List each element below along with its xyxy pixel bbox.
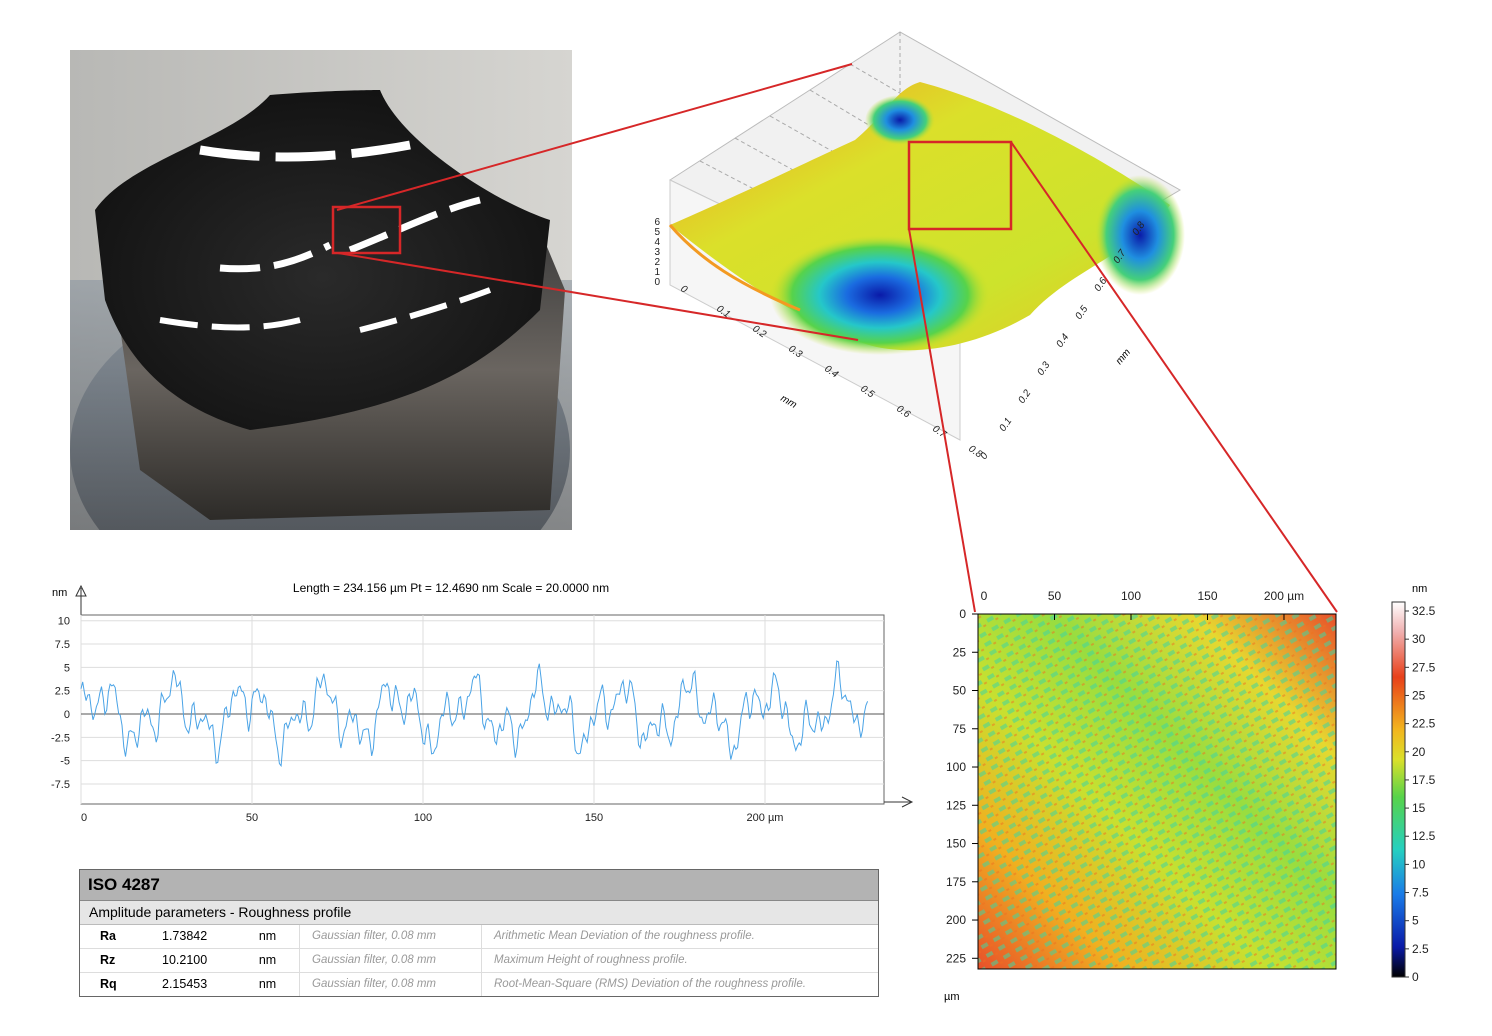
map-colorbar-tick: 20 xyxy=(1412,745,1426,759)
map-colorbar-tick: 15 xyxy=(1412,801,1426,815)
map-y-tick: 50 xyxy=(953,684,967,698)
height-map-colorbar: nm 32.5 30 27.5 25 22.5 20 17.5 15 12.5 10 7.5 5 2.5… xyxy=(1391,583,1436,984)
map-y-tick: 100 xyxy=(946,760,966,774)
map-colorbar-tick: 22.5 xyxy=(1412,717,1436,731)
surface-y-tick: 0.3 xyxy=(1035,360,1052,378)
profile-y-tick: -5 xyxy=(60,756,70,768)
table-row: Ra 1.73842 nm Gaussian filter, 0.08 mm A… xyxy=(80,925,878,949)
polished-mold-photo xyxy=(70,50,572,530)
param-filter: Gaussian filter, 0.08 mm xyxy=(300,925,482,948)
map-y-tick: 0 xyxy=(959,607,966,621)
map-x-tick: 50 xyxy=(1048,589,1062,603)
map-y-tick: 125 xyxy=(946,798,966,812)
map-y-tick: 75 xyxy=(953,722,967,736)
surface-z-tick: 5 xyxy=(654,227,660,238)
map-x-tick: 150 xyxy=(1197,589,1217,603)
map-y-tick: 150 xyxy=(946,837,966,851)
map-colorbar-tick: 30 xyxy=(1412,632,1426,646)
map-colorbar-tick: 27.5 xyxy=(1412,660,1436,674)
map-x-tick: 200 µm xyxy=(1264,589,1304,603)
profile-y-tick: 7.5 xyxy=(55,639,70,651)
profile-y-tick: 10 xyxy=(58,616,70,628)
map-colorbar-tick: 32.5 xyxy=(1412,604,1436,618)
map-colorbar-tick: 25 xyxy=(1412,688,1426,702)
table-row: Rz 10.2100 nm Gaussian filter, 0.08 mm M… xyxy=(80,949,878,973)
roughness-profile-chart: Length = 234.156 µm Pt = 12.4690 nm Scal… xyxy=(51,581,914,824)
param-unit: nm xyxy=(236,949,300,972)
map-y-tick: 200 xyxy=(946,913,966,927)
surface-z-tick: 3 xyxy=(654,247,660,258)
surface-z-tick: 4 xyxy=(654,237,660,248)
map-colorbar-tick: 7.5 xyxy=(1412,886,1429,900)
param-unit: nm xyxy=(236,973,300,996)
map-colorbar-tick: 2.5 xyxy=(1412,942,1429,956)
map-colorbar-tick: 12.5 xyxy=(1412,829,1436,843)
param-name: Ra xyxy=(100,929,116,943)
surface-y-tick: 0 xyxy=(978,450,990,461)
profile-x-tick: 150 xyxy=(585,812,603,824)
profile-y-unit: nm xyxy=(52,587,67,599)
table-title: ISO 4287 xyxy=(80,870,878,901)
surface-z-tick: 1 xyxy=(654,267,660,278)
profile-y-tick: -7.5 xyxy=(51,779,70,791)
surface-y-unit: mm xyxy=(1114,347,1133,367)
height-map-chart: 0 50 100 150 200 µm 0 25 50 75 100 125 150 175 200 22… xyxy=(944,589,1337,1003)
surface-y-tick: 0.1 xyxy=(997,416,1014,434)
param-desc: Arithmetic Mean Deviation of the roughne… xyxy=(494,930,755,942)
surface-z-tick: 6 xyxy=(654,217,660,228)
param-desc: Root-Mean-Square (RMS) Deviation of the … xyxy=(494,978,806,990)
iso-4287-table: ISO 4287 Amplitude parameters - Roughnes… xyxy=(79,869,879,997)
map-colorbar-tick: 0 xyxy=(1412,970,1419,984)
map-y-tick: 175 xyxy=(946,875,966,889)
profile-y-tick: 0 xyxy=(64,709,70,721)
surface-3d-plot: 00.10.20.30.40.50.60.70.8 00.10.20.30.40… xyxy=(654,31,1185,462)
param-desc: Maximum Height of roughness profile. xyxy=(494,954,688,966)
param-value: 2.15453 xyxy=(162,977,208,991)
param-filter: Gaussian filter, 0.08 mm xyxy=(300,973,482,996)
table-subtitle: Amplitude parameters - Roughness profile xyxy=(80,901,878,925)
param-value: 1.73842 xyxy=(162,929,208,943)
profile-x-tick: 0 xyxy=(81,812,87,824)
profile-y-tick: 2.5 xyxy=(55,686,70,698)
map-y-tick: 25 xyxy=(953,645,967,659)
param-name: Rz xyxy=(100,953,116,967)
map-x-tick: 0 xyxy=(981,589,988,603)
surface-y-tick: 0.5 xyxy=(1073,304,1090,322)
param-filter: Gaussian filter, 0.08 mm xyxy=(300,949,482,972)
map-colorbar-tick: 10 xyxy=(1412,857,1426,871)
profile-trace xyxy=(80,660,869,768)
profile-x-tick: 50 xyxy=(246,812,258,824)
profile-x-tick: 100 xyxy=(414,812,432,824)
map-colorbar-tick: 17.5 xyxy=(1412,773,1436,787)
map-y-unit: µm xyxy=(944,991,960,1003)
profile-y-tick: -2.5 xyxy=(51,732,70,744)
map-y-tick: 225 xyxy=(946,951,966,965)
surface-y-tick: 0.2 xyxy=(1016,388,1033,406)
surface-y-tick: 0.4 xyxy=(1054,332,1071,350)
surface-z-tick: 2 xyxy=(654,257,660,268)
map-colorbar-unit: nm xyxy=(1412,583,1427,595)
profile-header: Length = 234.156 µm Pt = 12.4690 nm Scal… xyxy=(293,581,609,595)
surface-z-tick: 0 xyxy=(654,277,660,288)
param-unit: nm xyxy=(236,925,300,948)
profile-x-tick: 200 µm xyxy=(747,812,784,824)
map-x-tick: 100 xyxy=(1121,589,1141,603)
map-colorbar-tick: 5 xyxy=(1412,914,1419,928)
param-name: Rq xyxy=(100,977,117,991)
table-row: Rq 2.15453 nm Gaussian filter, 0.08 mm R… xyxy=(80,973,878,996)
profile-y-tick: 5 xyxy=(64,662,70,674)
surface-y-tick: 0.6 xyxy=(1092,276,1109,294)
surface-x-unit: mm xyxy=(779,393,799,411)
param-value: 10.2100 xyxy=(162,953,208,967)
